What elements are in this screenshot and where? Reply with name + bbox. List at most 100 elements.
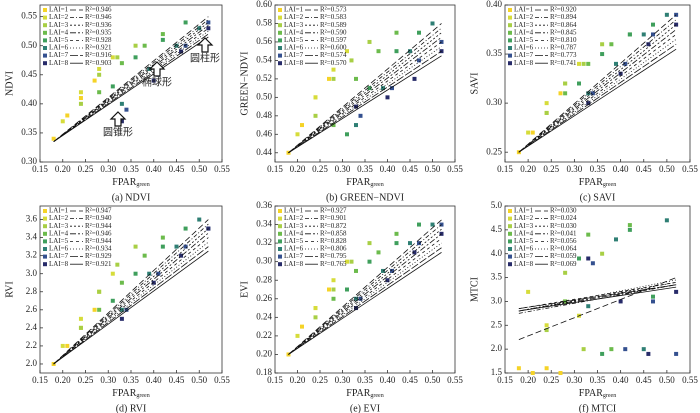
legend-name: LAI=6 [284, 44, 304, 52]
x-axis-label-sub: green [370, 182, 383, 188]
x-axis-label: FPARgreen [579, 177, 616, 188]
fit-line [288, 219, 442, 355]
legend-swatch [508, 8, 512, 12]
y-tick-label: 2.2 [26, 340, 37, 350]
point [183, 226, 188, 231]
legend-swatch [508, 46, 512, 50]
point [516, 366, 521, 371]
fit-line [518, 277, 677, 340]
y-tick-label: 3.0 [26, 268, 38, 278]
x-tick-label: 0.30 [567, 164, 583, 174]
fit-line [518, 39, 677, 153]
point [97, 289, 102, 294]
caption: (d) RVI [116, 403, 147, 413]
x-tick-label: 0.20 [55, 164, 71, 174]
y-tick-label: 3.5 [491, 272, 503, 282]
legend-name: LAI=6 [514, 245, 534, 253]
y-tick-label: 0.48 [256, 110, 272, 120]
legend-swatch [43, 30, 47, 35]
x-tick-label: 0.40 [146, 164, 162, 174]
point [376, 250, 381, 255]
legend-r2: R²=0.872 [320, 222, 347, 230]
x-tick-label: 0.40 [380, 375, 396, 385]
point [581, 347, 586, 352]
legend-swatch [508, 262, 512, 267]
point [160, 244, 165, 249]
point [358, 113, 363, 118]
y-axis-label: MTCI [469, 277, 480, 302]
legend-r2: R²=0.828 [320, 237, 347, 245]
point [354, 306, 358, 311]
legend-name: LAI=7 [514, 252, 534, 260]
fit-line [288, 252, 442, 355]
legend-swatch [278, 254, 282, 259]
point [627, 32, 632, 37]
x-tick-label: 0.15 [32, 164, 48, 174]
legend-swatch [43, 209, 47, 213]
caption: (e) EVI [350, 403, 380, 413]
fit-line [288, 41, 442, 154]
point [614, 61, 618, 66]
point [412, 250, 417, 255]
point [51, 136, 56, 141]
x-axis-label: FPARgreen [346, 388, 383, 399]
point [110, 298, 115, 303]
point [179, 253, 184, 258]
fit-line [53, 250, 209, 365]
x-tick-label: 0.20 [290, 164, 306, 174]
point [581, 61, 586, 66]
point [417, 241, 421, 246]
x-tick-label: 0.40 [380, 164, 396, 174]
legend-r2: R²=0.946 [85, 229, 112, 237]
legend-swatch [278, 209, 282, 213]
legend-name: LAI=6 [284, 245, 304, 253]
point [674, 351, 679, 356]
point [92, 78, 97, 83]
point [327, 287, 331, 292]
point [412, 76, 417, 81]
legend-r2: R²=0.845 [550, 28, 577, 36]
legend-swatch [508, 254, 512, 259]
point [160, 37, 165, 42]
point [600, 42, 605, 47]
point [295, 132, 300, 137]
legend-swatch [508, 239, 512, 244]
point [627, 227, 632, 232]
legend-name: LAI=1 [49, 207, 69, 215]
legend-swatch [43, 254, 47, 259]
x-tick-label: 0.35 [123, 164, 139, 174]
point [300, 324, 304, 329]
point [664, 12, 669, 17]
fit-line [518, 286, 677, 312]
point [349, 58, 354, 63]
point [133, 43, 138, 48]
x-tick-label: 0.30 [335, 164, 351, 174]
legend-name: LAI=6 [49, 44, 69, 52]
x-tick-label: 0.30 [100, 164, 116, 174]
legend-r2: R²=0.583 [320, 13, 347, 21]
fit-line [518, 19, 677, 153]
legend-swatch [278, 8, 282, 12]
point [133, 55, 138, 60]
x-tick-label: 0.20 [520, 164, 536, 174]
legend-name: LAI=3 [49, 222, 69, 230]
legend-name: LAI=7 [514, 51, 534, 59]
legend-r2: R²=0.944 [85, 237, 112, 245]
point [60, 343, 65, 348]
point [119, 280, 124, 285]
legend-name: LAI=5 [284, 237, 304, 245]
point [618, 299, 623, 304]
x-axis-label: FPARgreen [579, 388, 616, 399]
point [206, 20, 211, 25]
legend-swatch [43, 15, 47, 20]
x-tick-label: 0.55 [214, 375, 230, 385]
point [354, 76, 358, 81]
legend-name: LAI=5 [49, 36, 69, 44]
legend-r2: R²=0.940 [85, 214, 112, 222]
x-axis-label-sub: green [136, 182, 149, 188]
point [563, 81, 568, 86]
y-tick-label: 4.5 [491, 224, 503, 234]
legend-name: LAI=5 [284, 36, 304, 44]
legend-name: LAI=4 [284, 229, 304, 237]
point [97, 72, 102, 77]
